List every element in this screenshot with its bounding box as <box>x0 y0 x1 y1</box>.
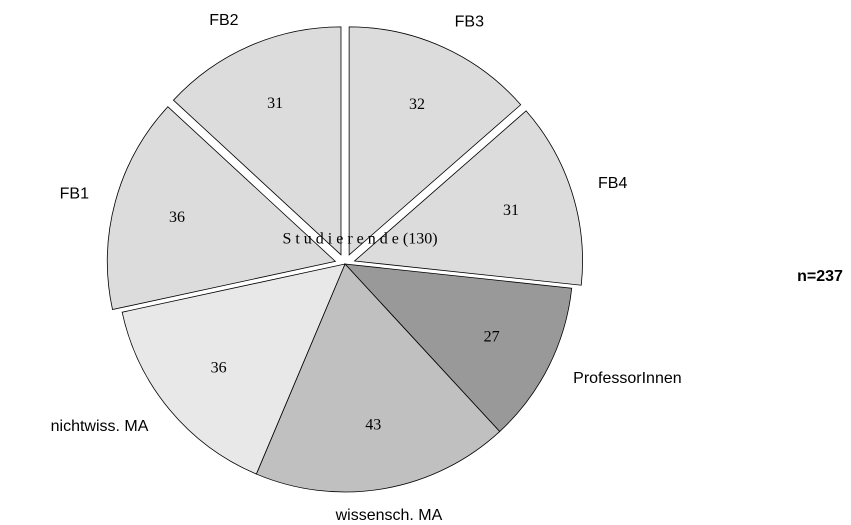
value-label: 36 <box>211 359 227 376</box>
pie-slice <box>172 26 342 256</box>
value-label: 32 <box>409 96 425 113</box>
category-label: FB1 <box>60 185 89 202</box>
value-label: 36 <box>169 209 185 226</box>
value-label: 31 <box>503 202 519 219</box>
category-label: FB2 <box>209 12 238 29</box>
pie-slice <box>106 106 337 311</box>
pie-slice <box>353 110 583 286</box>
value-label: 43 <box>365 416 381 433</box>
pie-slice <box>121 263 346 475</box>
total-label: n=237 <box>797 268 843 285</box>
category-label: FB3 <box>455 14 484 31</box>
value-label: 27 <box>484 328 500 345</box>
category-label: ProfessorInnen <box>573 370 682 387</box>
value-label: 31 <box>267 95 283 112</box>
category-label: nichtwiss. MA <box>51 418 149 435</box>
pie-slice <box>255 263 501 493</box>
category-label: wissensch. MA <box>335 507 443 524</box>
group-label: S t u d i e r e n d e (130) <box>282 231 437 248</box>
pie-slice <box>348 26 522 256</box>
pie-slice <box>343 263 573 433</box>
category-label: FB4 <box>598 175 627 192</box>
